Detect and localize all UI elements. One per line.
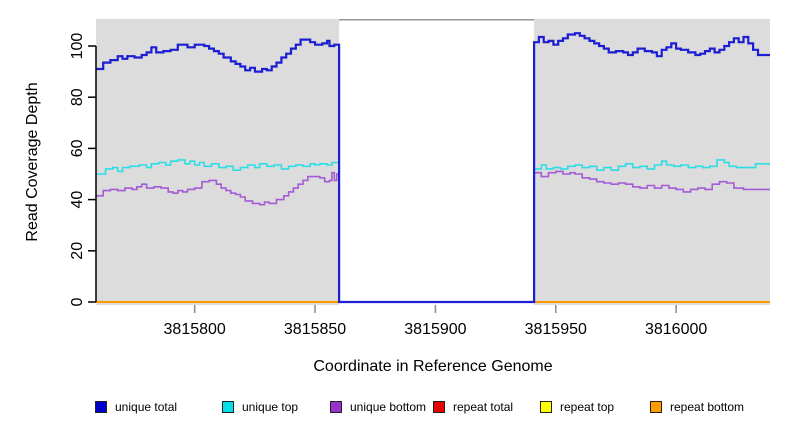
legend-label: unique total (115, 400, 178, 414)
legend-swatch (222, 401, 234, 413)
legend-label: repeat top (560, 400, 615, 414)
series-unique-top (96, 159, 770, 303)
legend-swatch (540, 401, 552, 413)
legend: unique total unique top unique bottom repea… (0, 399, 792, 421)
y-axis-label: Read Coverage Depth (24, 82, 41, 242)
legend-swatch (330, 401, 342, 413)
legend-item-unique-total: unique total (95, 399, 177, 415)
x-tick-label: 3816000 (645, 321, 707, 338)
legend-swatch (95, 401, 107, 413)
y-tick-label: 100 (69, 33, 86, 60)
legend-label: unique bottom (350, 400, 427, 414)
legend-label: unique top (242, 400, 299, 414)
y-tick-label: 40 (69, 191, 86, 209)
legend-item-unique-top: unique top (222, 399, 298, 415)
x-tick-label: 3815800 (164, 321, 226, 338)
legend-item-unique-bottom: unique bottom (330, 399, 426, 415)
y-tick-label: 0 (69, 297, 86, 306)
legend-swatch (650, 401, 662, 413)
x-tick-label: 3815900 (404, 321, 466, 338)
legend-item-repeat-total: repeat total (433, 399, 513, 415)
legend-label: repeat total (453, 400, 514, 414)
x-axis-label: Coordinate in Reference Genome (313, 358, 553, 375)
x-tick-label: 3815850 (284, 321, 346, 338)
y-tick-label: 80 (69, 88, 86, 106)
y-tick-label: 20 (69, 242, 86, 260)
legend-label: repeat bottom (670, 400, 745, 414)
series-unique-total (96, 32, 770, 304)
x-tick-label: 3815950 (525, 321, 587, 338)
no-data-region (339, 19, 535, 305)
legend-swatch (433, 401, 445, 413)
series-unique-bottom (96, 170, 770, 303)
y-tick-label: 60 (69, 139, 86, 157)
legend-item-repeat-top: repeat top (540, 399, 614, 415)
legend-item-repeat-bottom: repeat bottom (650, 399, 744, 415)
